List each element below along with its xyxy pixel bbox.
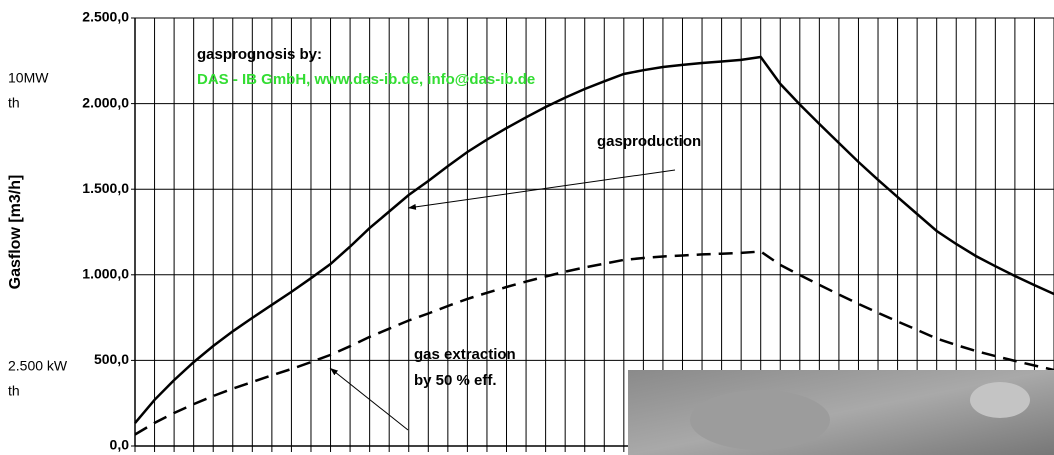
- chart: Gasflow [m3/h] 10MW th 2.500 kW th gaspr…: [0, 0, 1054, 455]
- series-label: gas extraction: [414, 346, 516, 363]
- y-tick-label: 2.000,0: [82, 94, 129, 110]
- series-label: gasproduction: [597, 133, 701, 150]
- annotation: DAS - IB GmbH, www.das-ib.de, info@das-i…: [197, 71, 535, 88]
- y-axis-label: Gasflow [m3/h]: [7, 175, 24, 290]
- y-tick-label: 1.500,0: [82, 180, 129, 196]
- y-tick-label: 0,0: [110, 437, 130, 453]
- y-tick-label: 2.500,0: [82, 9, 129, 25]
- arrow: [330, 368, 408, 430]
- photo-detail: [970, 382, 1030, 418]
- page: {"chart_data": {"type": "line", "y_label…: [0, 0, 1054, 455]
- photo: [628, 370, 1054, 455]
- y-tick-label: 500,0: [94, 351, 129, 367]
- annotation: 10MW: [8, 70, 49, 86]
- photo-detail: [690, 390, 830, 450]
- series-line: [135, 57, 1054, 423]
- annotation: 2.500 kW: [8, 358, 68, 374]
- annotation: th: [8, 383, 20, 399]
- annotation: by 50 % eff.: [414, 372, 497, 389]
- annotation: th: [8, 95, 20, 111]
- annotation: gasprognosis by:: [197, 46, 322, 63]
- y-tick-label: 1.000,0: [82, 266, 129, 282]
